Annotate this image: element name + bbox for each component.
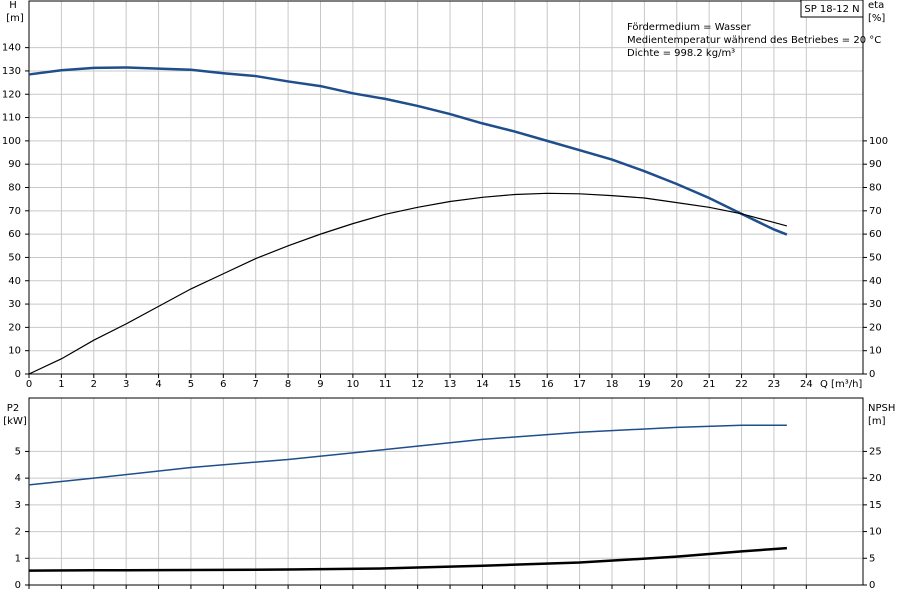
y2-tick-label: 50 [869,252,882,263]
curve [28,546,787,572]
x-tick-label: 15 [508,379,521,390]
y2-tick-label: 70 [869,206,882,217]
x-tick-label: 20 [670,379,683,390]
curve [28,66,788,236]
y-label: H [9,0,17,11]
y-tick-label: 10 [8,346,21,357]
y-tick-label: 130 [2,66,21,77]
y2-tick-label: 100 [869,136,888,147]
y-tick-label: 50 [8,252,21,263]
y2-tick-label: 80 [869,183,882,194]
x-tick-label: 23 [768,379,781,390]
x-tick-label: 5 [188,379,194,390]
x-tick-label: 18 [606,379,619,390]
y-tick-label: 40 [8,276,21,287]
curve [28,424,787,486]
y-unit: [kW] [3,416,27,427]
y2-label: eta [868,0,884,11]
y2-tick-label: 10 [869,346,882,357]
y2-tick-label: 0 [869,369,875,380]
x-tick-label: 12 [411,379,424,390]
y-tick-label: 0 [15,369,21,380]
x-tick-label: 7 [253,379,259,390]
x-tick-label: 19 [638,379,651,390]
y-tick-label: 140 [2,43,21,54]
x-tick-label: 6 [220,379,226,390]
x-tick-label: 21 [703,379,716,390]
y-unit: [m] [6,13,24,24]
y2-tick-label: 15 [869,500,882,511]
y2-label: NPSH [868,403,895,414]
y-label: P2 [7,403,19,414]
x-tick-label: 16 [541,379,554,390]
y-tick-label: 120 [2,89,21,100]
annotation: Fördermedium = Wasser [627,22,752,33]
x-tick-label: 2 [91,379,97,390]
y-tick-label: 60 [8,229,21,240]
y2-tick-label: 90 [869,159,882,170]
y-tick-label: 3 [15,500,21,511]
y2-tick-label: 20 [869,322,882,333]
annotation: Medientemperatur während des Betriebes =… [627,35,881,46]
y2-unit: [m] [868,416,886,427]
y-tick-label: 110 [2,113,21,124]
x-tick-label: 10 [347,379,360,390]
annotation: Dichte = 998.2 kg/m³ [627,48,735,59]
y-tick-label: 90 [8,159,21,170]
curve [28,192,788,375]
y2-tick-label: 10 [869,527,882,538]
y2-tick-label: 60 [869,229,882,240]
y-tick-label: 2 [15,527,21,538]
y2-tick-label: 40 [869,276,882,287]
y2-tick-label: 0 [869,580,875,591]
x-tick-label: 0 [26,379,32,390]
y-tick-label: 20 [8,322,21,333]
x-tick-label: 13 [444,379,457,390]
y-tick-label: 100 [2,136,21,147]
y2-unit: [%] [868,13,885,24]
y-tick-label: 5 [15,446,21,457]
title-box [800,0,864,18]
x-tick-label: 1 [58,379,64,390]
x-tick-label: 22 [735,379,748,390]
y-tick-label: 0 [15,580,21,591]
y-tick-label: 70 [8,206,21,217]
plot-frame [28,0,864,375]
x-axis-label: Q [m³/h] [820,379,862,390]
x-tick-label: 8 [285,379,291,390]
y-tick-label: 30 [8,299,21,310]
x-tick-label: 3 [123,379,129,390]
chart-title: SP 18-12 N [804,4,859,15]
x-tick-label: 17 [573,379,586,390]
y-tick-label: 1 [15,553,21,564]
x-tick-label: 4 [155,379,161,390]
x-tick-label: 24 [800,379,813,390]
x-tick-label: 11 [379,379,392,390]
y2-tick-label: 25 [869,446,882,457]
y-tick-label: 4 [15,473,21,484]
y2-tick-label: 30 [869,299,882,310]
x-tick-label: 14 [476,379,489,390]
y2-tick-label: 5 [869,553,875,564]
x-tick-label: 9 [317,379,323,390]
y2-tick-label: 20 [869,473,882,484]
plot-frame [28,397,864,586]
y-tick-label: 80 [8,183,21,194]
